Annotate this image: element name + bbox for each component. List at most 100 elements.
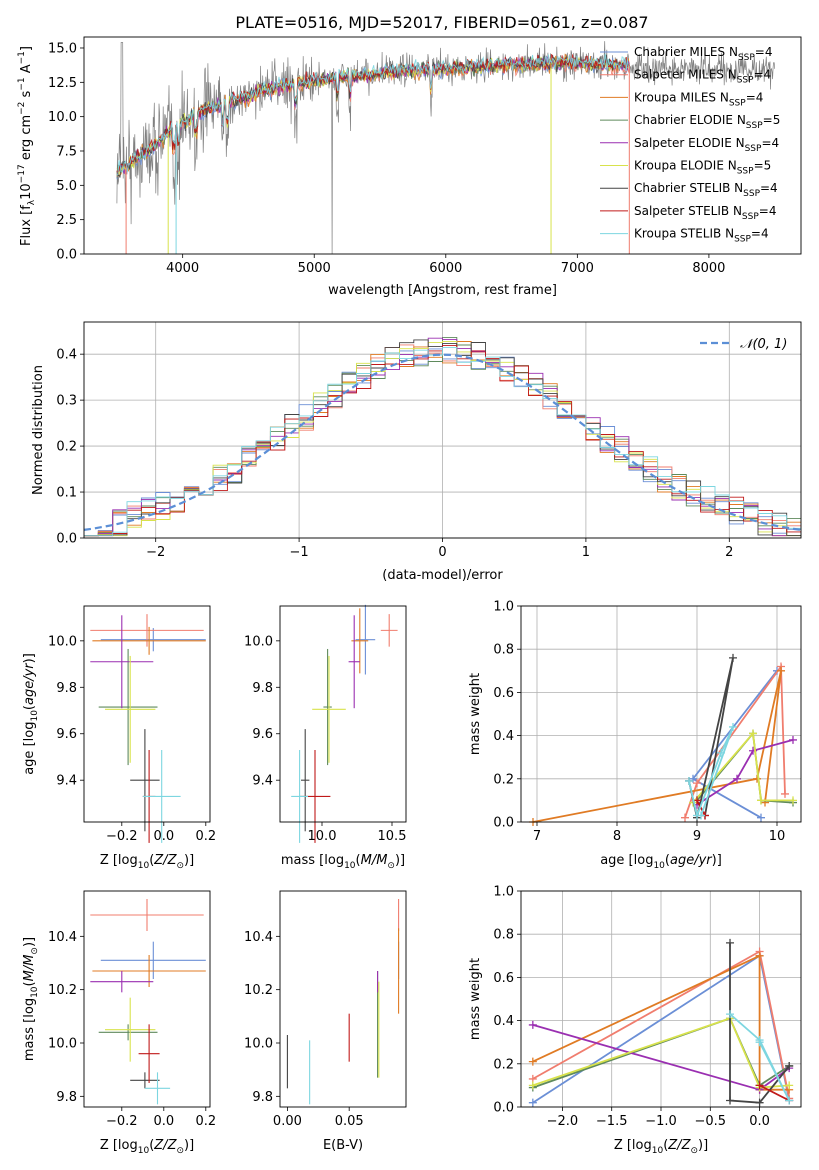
- y-axis-label: age [log10(age/yr)]: [22, 653, 40, 775]
- errorbar-point: [98, 648, 158, 766]
- x-tick-label: 0.00: [273, 1114, 302, 1129]
- label-part: 10: [30, 710, 40, 722]
- y-tick-label: 0.0: [493, 1101, 514, 1116]
- label-part: )]: [184, 853, 194, 868]
- plot-area: [286, 899, 400, 1105]
- axes-frame: [83, 321, 802, 539]
- plot-area: [291, 604, 398, 843]
- label-part: =4: [751, 227, 769, 241]
- errorbar-point: [100, 941, 206, 979]
- x-tick-label: 2: [725, 545, 733, 560]
- label-part: 10: [344, 861, 356, 871]
- legend-label: Chabrier STELIB NSSP=4: [634, 181, 778, 199]
- label-part: 10: [138, 861, 150, 871]
- errorbar-point: [130, 1072, 160, 1089]
- weight-marker: [781, 789, 789, 798]
- axes-frame: [279, 605, 407, 823]
- label-part: =4: [761, 136, 779, 150]
- y-tick-label: 9.4: [56, 774, 77, 789]
- y-tick-label: 9.4: [252, 774, 273, 789]
- errorbar-point: [98, 1024, 158, 1041]
- label-part: M/M: [361, 853, 388, 868]
- label-part: SSP: [729, 98, 746, 108]
- legend-label: Chabrier MILES NSSP=4: [634, 45, 772, 63]
- legend: 𝒩(0, 1): [700, 337, 787, 352]
- weight-marker: [753, 774, 761, 783]
- x-tick-label: 0.05: [335, 1114, 364, 1129]
- data-spectrum: [116, 41, 776, 255]
- weight-marker: [757, 813, 765, 822]
- weight-marker: [726, 1096, 735, 1105]
- y-tick-label: 9.6: [252, 727, 273, 742]
- x-tick-label: 0: [438, 545, 446, 560]
- label-part: =4: [754, 68, 772, 82]
- y-tick-label: 15.0: [48, 41, 77, 56]
- legend-label: Salpeter ELODIE NSSP=4: [634, 136, 779, 154]
- label-part: SSP: [743, 189, 760, 199]
- x-tick-label: −2.0: [547, 1114, 579, 1129]
- label-part: )]: [712, 853, 722, 868]
- weight-marker: [755, 1038, 764, 1047]
- label-part: Z/Z: [667, 1138, 691, 1153]
- errorbar-point: [130, 729, 160, 832]
- y-axis-label: mass [log10(M/M⊙)]: [22, 937, 40, 1061]
- y-tick-label: 9.8: [56, 681, 77, 696]
- y-tick-label: 1.0: [493, 600, 514, 615]
- errorbar-point: [301, 729, 310, 832]
- label-part: Z/Z: [153, 853, 177, 868]
- label-part: Z [log: [100, 1138, 138, 1153]
- axes-frame: [83, 890, 211, 1108]
- label-part: )]: [184, 1138, 194, 1153]
- legend-label: Salpeter MILES NSSP=4: [634, 68, 771, 86]
- y-tick-label: 0.8: [493, 643, 514, 658]
- x-tick-label: −1.0: [645, 1114, 677, 1129]
- label-part: SSP: [734, 235, 751, 245]
- errorbar-point: [100, 628, 206, 652]
- x-tick-label: 8000: [692, 261, 725, 276]
- y-tick-label: 10.0: [48, 1037, 77, 1052]
- y-tick-label: 0.0: [493, 816, 514, 831]
- weight-marker: [785, 1081, 794, 1090]
- panel-residual_hist: −2 −1 0 1 2 0.0 0.1 0.2 0.3 0.4 𝒩(0, 1) (data-model…: [31, 321, 802, 583]
- plot-area: [521, 890, 801, 1108]
- weight-marker: [528, 1098, 537, 1107]
- y-tick-label: 0.2: [493, 1057, 514, 1072]
- weight-marker: [729, 722, 737, 731]
- weight-marker: [749, 729, 757, 738]
- label-part: age/yr: [22, 662, 37, 705]
- weight-line-chabrier-stelib: [688, 657, 734, 818]
- weight-marker: [789, 796, 797, 805]
- label-part: (: [149, 853, 154, 868]
- label-part: =4: [755, 45, 773, 59]
- label-part: Flux [f: [19, 205, 34, 246]
- x-tick-label: 0.0: [749, 1114, 770, 1129]
- label-part: Chabrier STELIB N: [634, 181, 743, 195]
- y-tick-label: 0.1: [56, 486, 77, 501]
- x-tick-label: 0.0: [153, 1114, 174, 1129]
- label-part: s: [19, 90, 34, 101]
- x-axis-label: Z [log10(Z/Z⊙)]: [614, 1138, 708, 1156]
- label-part: ⊙: [176, 861, 184, 871]
- y-tick-label: 9.8: [252, 1090, 273, 1105]
- weight-line-kroupa-elodie: [692, 731, 793, 804]
- y-tick-label: 5.0: [56, 179, 77, 194]
- y-tick-label: 10.0: [244, 1037, 273, 1052]
- plot-area: [521, 605, 801, 826]
- x-tick-label: 7000: [561, 261, 594, 276]
- errorbar-point: [380, 614, 398, 647]
- weight-marker: [755, 1081, 764, 1090]
- y-tick-label: 0.4: [493, 729, 514, 744]
- errorbar-point: [348, 615, 360, 709]
- label-part: )]: [22, 653, 37, 663]
- weight-marker: [733, 774, 741, 783]
- label-part: (: [149, 1138, 154, 1153]
- y-tick-label: 10.2: [244, 983, 273, 998]
- x-axis-label: (data-model)/error: [382, 568, 503, 583]
- weight-marker: [528, 1057, 537, 1066]
- x-tick-label: 8: [613, 829, 621, 844]
- y-axis-label: Flux [fλ10−17 erg cm−2 s−1 A−1]: [17, 46, 37, 246]
- legend-label: Chabrier ELODIE NSSP=5: [634, 113, 780, 131]
- weight-line-kroupa-miles: [532, 954, 790, 1091]
- panel-age_vs_mass: 10.0 10.5 9.4 9.6 9.8 10.0 mass [log10(M/M⊙)]: [244, 604, 407, 871]
